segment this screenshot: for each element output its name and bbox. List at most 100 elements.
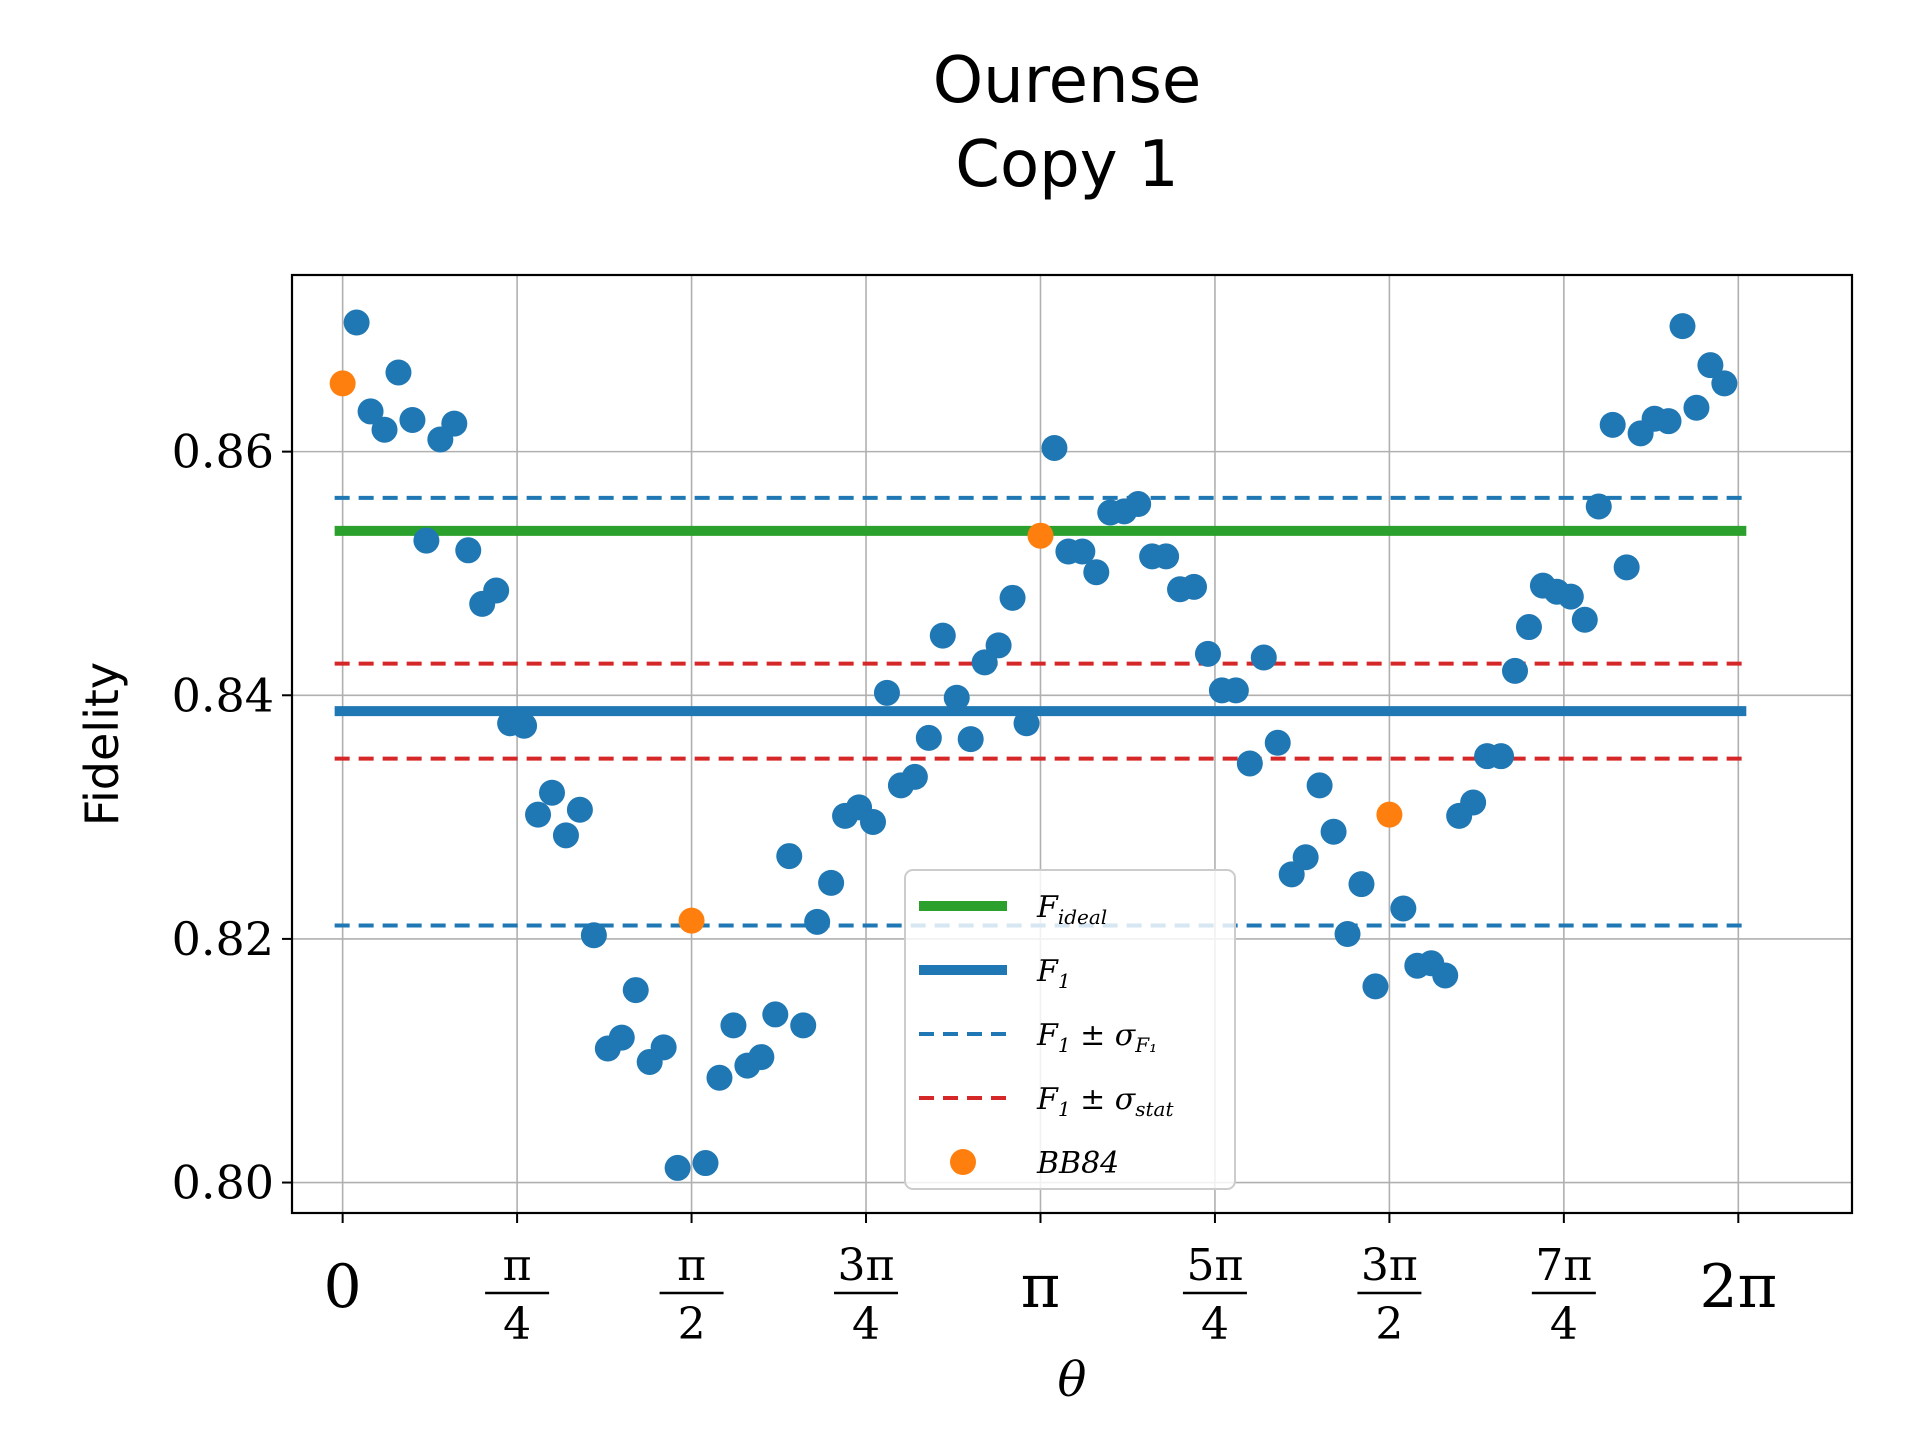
x-tick-value: 0	[324, 1252, 362, 1322]
y-tick-label: 0.84	[172, 668, 274, 722]
point-data	[525, 801, 552, 828]
point-data	[1515, 614, 1542, 641]
point-data	[818, 869, 845, 896]
point-data	[1041, 434, 1068, 461]
point-data	[1502, 657, 1529, 684]
legend-label: F1 ± σstat	[1036, 1082, 1174, 1121]
point-data	[566, 796, 593, 823]
grid	[292, 275, 1852, 1213]
legend-entry: BB84	[950, 1146, 1119, 1181]
point-data	[1013, 710, 1040, 737]
point-data	[1613, 554, 1640, 581]
point-data	[1153, 543, 1180, 570]
y-axis-ticks: 0.80 0.82 0.84 0.86	[172, 425, 292, 1210]
point-data	[999, 584, 1026, 611]
x-tick-denominator: 4	[852, 1299, 880, 1350]
x-tick-numerator: π	[677, 1240, 706, 1291]
x-tick-label: π4	[485, 1240, 550, 1350]
legend-label: F1	[1036, 954, 1071, 993]
point-data	[859, 808, 886, 835]
point-data	[1083, 559, 1110, 586]
point-data	[1250, 644, 1277, 671]
legend-entry: F1 ± σstat	[919, 1082, 1174, 1121]
point-data	[343, 309, 370, 336]
point-data	[1432, 962, 1459, 989]
legend-box	[904, 869, 1236, 1190]
x-tick-denominator: 4	[503, 1299, 531, 1350]
legend-label: F1 ± σF₁	[1036, 1018, 1157, 1057]
x-tick-label: 7π4	[1531, 1240, 1596, 1350]
point-data	[929, 622, 956, 649]
point-data	[748, 1044, 775, 1071]
legend-label: BB84	[1036, 1146, 1119, 1181]
point-data	[1334, 921, 1361, 948]
x-tick-numerator: 3π	[838, 1240, 895, 1291]
point-data	[804, 908, 831, 935]
point-data	[1348, 871, 1375, 898]
data-points	[329, 309, 1738, 1181]
legend-entry: F1 ± σF₁	[919, 1018, 1157, 1057]
y-tick-label: 0.80	[172, 1156, 274, 1210]
point-data	[357, 398, 384, 425]
x-tick-label: π2	[659, 1240, 724, 1350]
legend-handle	[950, 1149, 976, 1175]
point-data	[385, 359, 412, 386]
legend: Fideal F1 F1 ± σF₁ F1 ± σstat BB84	[904, 869, 1236, 1190]
chart-title: Ourense Copy 1	[933, 44, 1202, 202]
point-bb84	[678, 907, 705, 934]
point-data	[1557, 583, 1584, 610]
point-bb84	[329, 370, 356, 397]
chart-title-line-2: Copy 1	[955, 128, 1178, 202]
legend-entry: Fideal	[919, 890, 1107, 929]
point-data	[511, 712, 538, 739]
x-tick-numerator: 7π	[1535, 1240, 1592, 1291]
point-data	[608, 1024, 635, 1051]
point-data	[1585, 493, 1612, 520]
point-data	[790, 1012, 817, 1039]
x-tick-label: 0	[324, 1252, 362, 1322]
point-data	[455, 537, 482, 564]
x-tick-label: 3π4	[834, 1240, 899, 1350]
point-data	[957, 726, 984, 753]
point-data	[650, 1034, 677, 1061]
x-tick-label: 3π2	[1357, 1240, 1422, 1350]
y-axis-label: Fidelity	[75, 662, 129, 826]
point-data	[622, 977, 649, 1004]
point-data	[1125, 491, 1152, 518]
point-data	[552, 822, 579, 849]
point-data	[1488, 743, 1515, 770]
point-data	[762, 1001, 789, 1028]
point-data	[1362, 973, 1389, 1000]
point-data	[1264, 729, 1291, 756]
point-data	[664, 1154, 691, 1181]
point-data	[1390, 895, 1417, 922]
point-data	[1222, 677, 1249, 704]
point-data	[413, 527, 440, 554]
plot-area-frame	[290, 273, 1854, 1215]
point-data	[1069, 538, 1096, 565]
point-data	[901, 763, 928, 790]
point-data	[915, 724, 942, 751]
legend-entry: F1	[919, 954, 1071, 993]
x-axis-label: θ	[1058, 1352, 1087, 1408]
x-tick-denominator: 2	[678, 1299, 706, 1350]
point-data	[1599, 411, 1626, 438]
x-tick-denominator: 4	[1550, 1299, 1578, 1350]
x-tick-label: 2π	[1700, 1252, 1778, 1322]
point-data	[1194, 640, 1221, 667]
point-data	[399, 406, 426, 433]
point-data	[539, 779, 565, 806]
point-data	[1697, 352, 1724, 379]
point-data	[943, 684, 970, 711]
y-tick-label: 0.82	[172, 912, 274, 966]
x-tick-numerator: 5π	[1186, 1240, 1243, 1291]
point-data	[1306, 772, 1333, 799]
point-data	[1460, 789, 1487, 816]
point-data	[692, 1150, 719, 1177]
x-tick-denominator: 4	[1201, 1299, 1229, 1350]
x-tick-numerator: π	[503, 1240, 532, 1291]
point-data	[873, 679, 900, 706]
legend-label: Fideal	[1036, 890, 1107, 929]
